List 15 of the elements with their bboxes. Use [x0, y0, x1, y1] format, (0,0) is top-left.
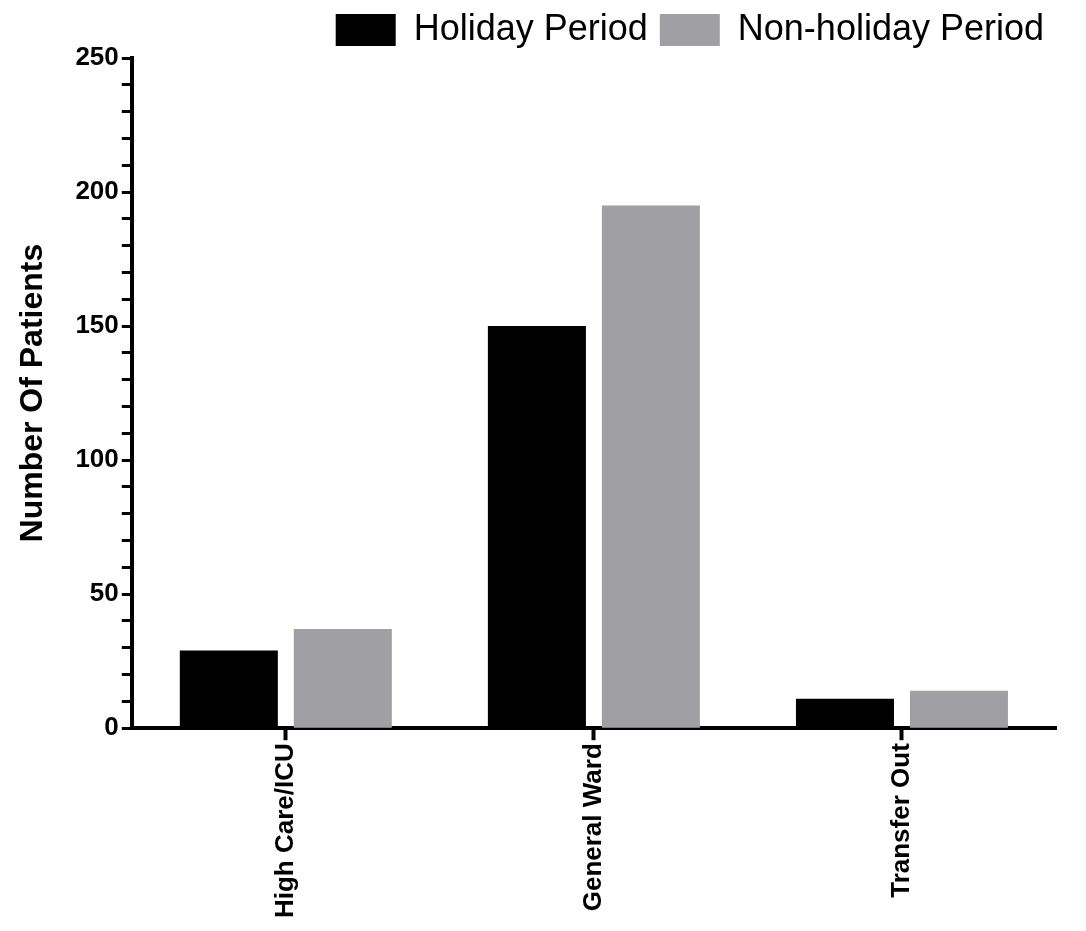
bar: [601, 205, 700, 728]
y-tick-label: 150: [75, 309, 119, 340]
y-axis-title: Number Of Patients: [13, 243, 50, 543]
bar: [293, 629, 392, 728]
y-tick-label: 200: [75, 175, 119, 206]
y-tick-label: 250: [75, 41, 119, 72]
legend-label: Holiday Period: [413, 6, 648, 48]
x-tick-label: General Ward: [577, 743, 608, 912]
legend-label: Non-holiday Period: [737, 6, 1045, 48]
y-tick-label: 50: [89, 577, 119, 608]
y-tick-label: 100: [75, 443, 119, 474]
bar: [909, 690, 1008, 728]
x-tick-label: Transfer Out: [885, 742, 916, 898]
x-tick-label: High Care/ICU: [268, 743, 299, 919]
y-tick-label: 0: [104, 711, 119, 742]
